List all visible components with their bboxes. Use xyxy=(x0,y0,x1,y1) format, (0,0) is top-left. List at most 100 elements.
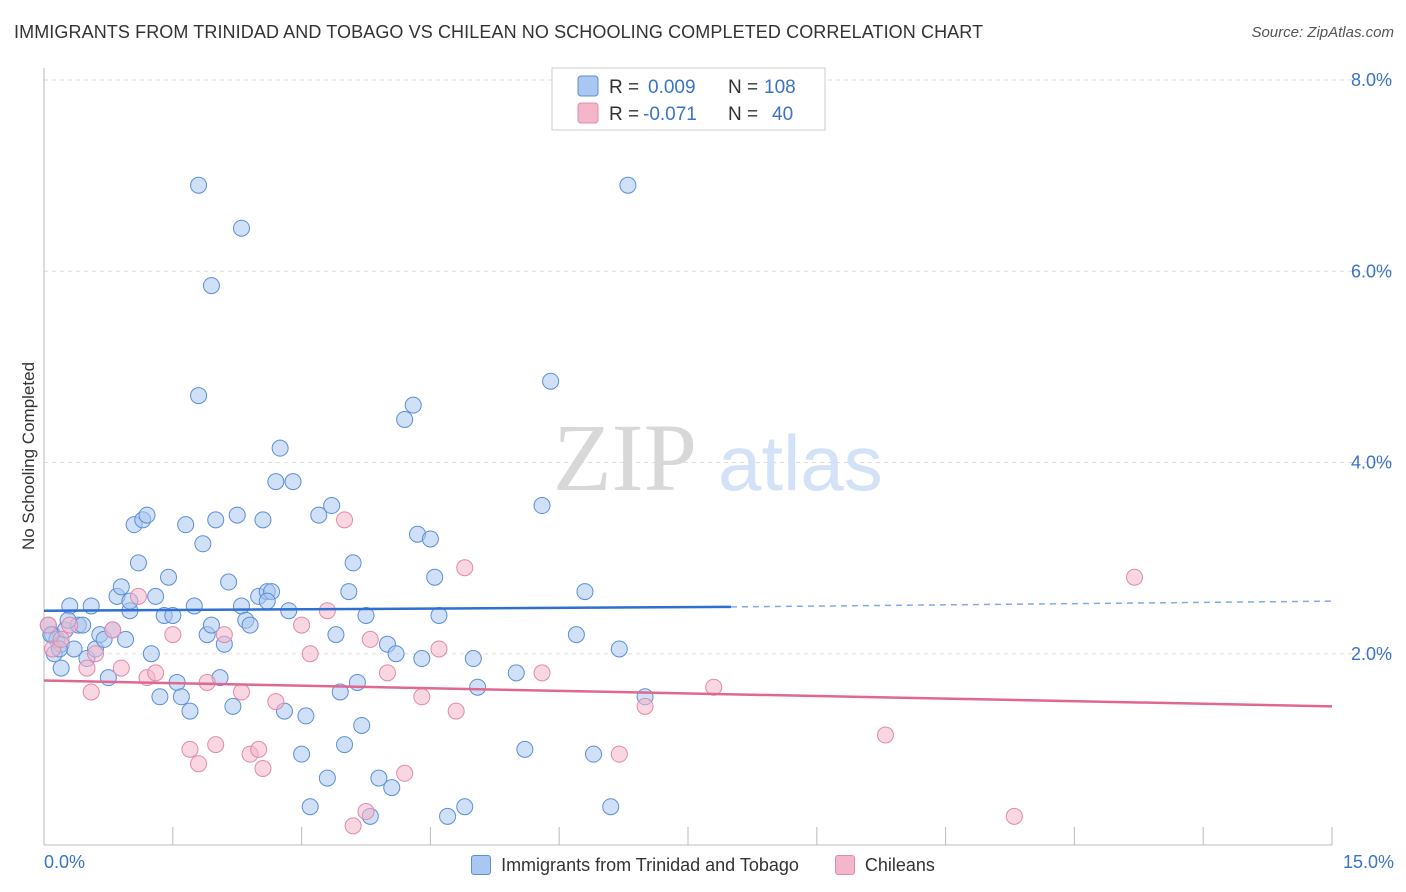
source-label: Source: ZipAtlas.com xyxy=(1251,24,1394,41)
watermark: ZIP atlas xyxy=(553,404,883,511)
legend-item-trinidad: Immigrants from Trinidad and Tobago xyxy=(471,855,799,876)
chilean-point xyxy=(361,630,379,648)
trinidad-point xyxy=(220,573,238,591)
chilean-point xyxy=(164,626,182,644)
trinidad-point xyxy=(224,697,242,715)
chilean-point xyxy=(357,803,375,821)
y-tick-label: 6.0% xyxy=(1351,261,1392,281)
chilean-point xyxy=(207,736,225,754)
chilean-point xyxy=(250,740,268,758)
trinidad-point xyxy=(112,578,130,596)
trinidad-point xyxy=(576,583,594,601)
trinidad-point xyxy=(464,650,482,668)
trinidad-point xyxy=(267,473,285,491)
chilean-point xyxy=(104,621,122,639)
trinidad-point xyxy=(172,688,190,706)
trinidad-point xyxy=(619,176,637,194)
trinidad-point xyxy=(310,506,328,524)
chilean-point xyxy=(396,764,414,782)
trinidad-point xyxy=(52,659,70,677)
trinidad-point xyxy=(387,645,405,663)
trinidad-point xyxy=(542,372,560,390)
chilean-point xyxy=(267,693,285,711)
legend-r-label-2: R = xyxy=(609,104,639,125)
trinidad-point xyxy=(396,410,414,428)
x-axis-ticks xyxy=(172,827,1333,845)
trinidad-point xyxy=(404,396,422,414)
legend-swatch-pink xyxy=(577,102,599,124)
trinidad-point xyxy=(357,607,375,624)
trinidad-point xyxy=(142,645,160,663)
trinidad-point xyxy=(507,664,525,682)
trinidad-point xyxy=(160,568,178,586)
trinidad-point xyxy=(301,798,319,816)
trinidad-point xyxy=(190,176,208,194)
trinidad-point xyxy=(241,616,259,634)
grid-lines xyxy=(44,79,1392,655)
trinidad-point xyxy=(202,616,220,634)
trinidad-point xyxy=(181,702,199,720)
trinidad-point xyxy=(129,554,147,572)
trinidad-point xyxy=(421,530,439,548)
trinidad-point xyxy=(228,506,246,524)
chilean-point xyxy=(378,664,396,682)
chilean-point xyxy=(533,664,551,682)
trinidad-point xyxy=(207,511,225,529)
trinidad-point xyxy=(516,740,534,758)
legend-swatch-blue xyxy=(577,75,599,97)
trinidad-point xyxy=(232,219,250,237)
trinidad-point xyxy=(567,626,585,644)
trend-line-chileans xyxy=(43,679,1333,708)
chilean-point xyxy=(413,688,431,706)
legend-n-value-1: 108 xyxy=(764,77,796,98)
trinidad-point xyxy=(202,277,220,295)
chilean-point xyxy=(82,683,100,701)
trinidad-point xyxy=(117,630,135,648)
legend-n-label-1: N = xyxy=(728,77,758,98)
chilean-point xyxy=(636,697,654,715)
trinidad-point xyxy=(293,745,311,763)
chilean-point xyxy=(147,664,165,682)
legend-r-value-2: -0.071 xyxy=(643,104,697,125)
legend-bottom: Immigrants from Trinidad and Tobago Chil… xyxy=(0,852,1406,878)
trinidad-point xyxy=(185,597,203,615)
watermark-atlas: atlas xyxy=(718,419,883,507)
legend-swatch-chileans xyxy=(834,855,855,875)
chart-title: IMMIGRANTS FROM TRINIDAD AND TOBAGO VS C… xyxy=(14,22,984,42)
y-axis-label: No Schooling Completed xyxy=(19,362,38,550)
trinidad-point xyxy=(284,473,302,491)
chilean-point xyxy=(293,616,311,634)
chilean-point xyxy=(215,626,233,644)
trinidad-point xyxy=(413,650,431,668)
legend-swatch-trinidad xyxy=(471,855,492,875)
watermark-zip: ZIP xyxy=(553,404,697,511)
chilean-point xyxy=(705,678,723,696)
legend-r-value-1: 0.009 xyxy=(648,77,696,98)
y-tick-labels: 2.0% 4.0% 6.0% 8.0% xyxy=(1351,70,1392,664)
legend-label-trinidad: Immigrants from Trinidad and Tobago xyxy=(501,854,799,875)
legend-n-value-2: 40 xyxy=(772,104,793,125)
trinidad-point xyxy=(340,583,358,601)
chilean-point xyxy=(318,602,336,620)
chilean-point xyxy=(447,702,465,720)
trinidad-point xyxy=(258,592,276,610)
trinidad-point xyxy=(190,387,208,405)
trinidad-point xyxy=(232,597,250,615)
trinidad-point xyxy=(147,587,165,605)
y-tick-label: 8.0% xyxy=(1351,70,1392,90)
trinidad-point xyxy=(370,769,388,787)
trinidad-point xyxy=(456,798,474,816)
chilean-point xyxy=(232,683,250,701)
trinidad-point xyxy=(177,516,195,534)
chilean-point xyxy=(1126,568,1144,586)
chilean-point xyxy=(610,745,628,763)
trinidad-point xyxy=(383,779,401,797)
chilean-point xyxy=(456,559,474,577)
trinidad-point xyxy=(254,511,272,529)
legend-item-chileans: Chileans xyxy=(834,855,935,876)
trinidad-point xyxy=(318,769,336,787)
chilean-point xyxy=(876,726,894,744)
chilean-point xyxy=(39,616,57,634)
chilean-point xyxy=(254,760,272,777)
chilean-point xyxy=(87,645,105,663)
